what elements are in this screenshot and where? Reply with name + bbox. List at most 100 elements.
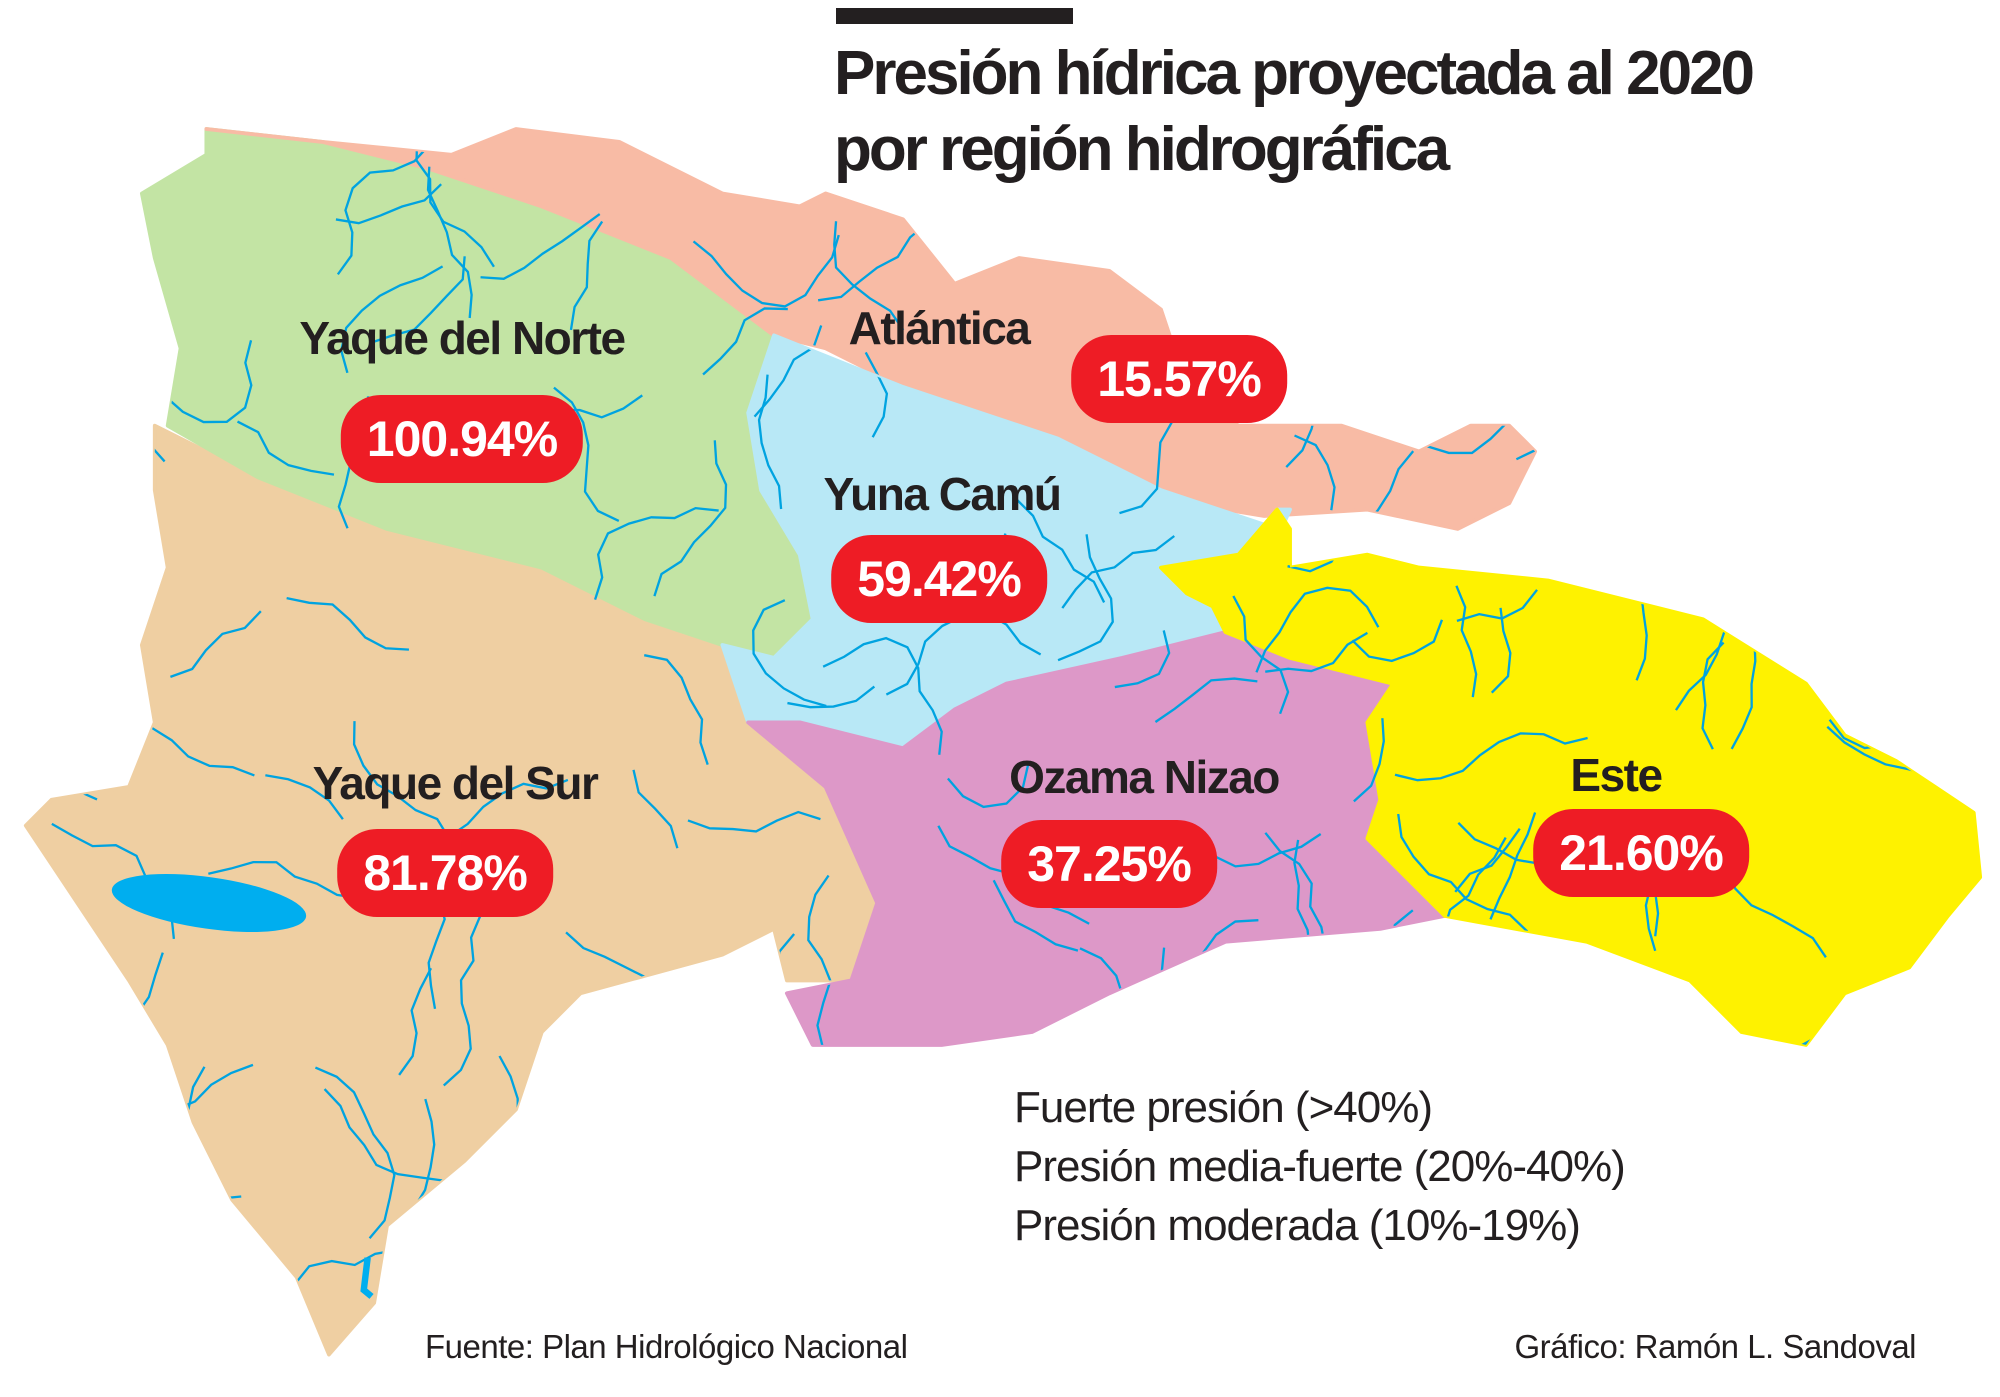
river bbox=[1566, 499, 1653, 596]
river bbox=[947, 764, 1030, 809]
river bbox=[1650, 360, 1733, 445]
river bbox=[170, 610, 262, 678]
river bbox=[360, 1257, 374, 1299]
river bbox=[48, 1099, 109, 1252]
legend-item: Fuerte presión (>40%) bbox=[1014, 1083, 1433, 1132]
river bbox=[643, 654, 709, 765]
river bbox=[1496, 266, 1575, 419]
river bbox=[236, 420, 335, 476]
river bbox=[1791, 367, 1924, 499]
river bbox=[1306, 236, 1376, 300]
river bbox=[1663, 447, 1695, 535]
river bbox=[1571, 188, 1627, 313]
river bbox=[448, 778, 569, 839]
region-label-atlantica: Atlántica bbox=[848, 302, 1031, 354]
river bbox=[1623, 482, 1650, 567]
river bbox=[1175, 988, 1356, 1013]
river bbox=[952, 1070, 1005, 1219]
river bbox=[992, 879, 1079, 952]
river bbox=[1933, 128, 1981, 209]
river bbox=[336, 128, 434, 276]
river bbox=[25, 1197, 40, 1288]
region-atlantica bbox=[204, 127, 1538, 531]
river bbox=[415, 137, 495, 268]
river bbox=[1455, 585, 1478, 698]
region-label-yuna-camu: Yuna Camú bbox=[823, 468, 1062, 520]
region-label-yaque-del-norte: Yaque del Norte bbox=[299, 312, 626, 364]
region-este bbox=[1159, 507, 1983, 1047]
river bbox=[653, 440, 728, 597]
river bbox=[632, 769, 679, 849]
river bbox=[553, 386, 620, 522]
river bbox=[822, 636, 943, 755]
map-title: Presión hídrica proyectada al 2020 por r… bbox=[834, 36, 1755, 188]
legend: Fuerte presión (>40%) Presión media-fuer… bbox=[1014, 1078, 1626, 1255]
river bbox=[1684, 289, 1812, 383]
value-badge-yaque-del-norte: 100.94% bbox=[340, 395, 584, 483]
river bbox=[25, 263, 112, 399]
river bbox=[1894, 1072, 1981, 1179]
region-label-este: Este bbox=[1570, 749, 1663, 801]
river bbox=[1862, 313, 1892, 513]
value-badge-atlantica: 15.57% bbox=[1071, 335, 1287, 423]
river bbox=[340, 265, 444, 374]
river bbox=[1294, 434, 1336, 511]
lake-enriquillo bbox=[111, 874, 307, 932]
value-badge-yuna-camu: 59.42% bbox=[831, 535, 1047, 623]
river bbox=[1196, 1261, 1303, 1355]
river bbox=[286, 597, 410, 651]
river bbox=[1154, 677, 1258, 723]
river bbox=[1384, 909, 1457, 1088]
river bbox=[626, 1073, 713, 1101]
river bbox=[208, 860, 361, 900]
source-credit: Fuente: Plan Hidrológico Nacional bbox=[425, 1328, 908, 1365]
river bbox=[687, 810, 821, 833]
river bbox=[1489, 812, 1537, 920]
river bbox=[1559, 226, 1593, 356]
river bbox=[1457, 821, 1540, 865]
river bbox=[1353, 718, 1385, 803]
river bbox=[1159, 1251, 1231, 1355]
river bbox=[426, 166, 473, 319]
river bbox=[1265, 631, 1368, 673]
river bbox=[752, 599, 827, 708]
river bbox=[757, 374, 783, 510]
river bbox=[1397, 813, 1540, 952]
river bbox=[1703, 1163, 1792, 1193]
river bbox=[1015, 498, 1106, 603]
river bbox=[1394, 732, 1588, 782]
river bbox=[1540, 205, 1655, 345]
river bbox=[864, 351, 889, 438]
river bbox=[1061, 535, 1175, 609]
river bbox=[1255, 586, 1380, 673]
river bbox=[480, 213, 601, 280]
value-badge-este: 21.60% bbox=[1533, 809, 1749, 897]
river bbox=[335, 183, 442, 225]
river bbox=[692, 234, 840, 308]
title-line-1: Presión hídrica proyectada al 2020 bbox=[834, 39, 1755, 108]
river bbox=[82, 680, 143, 750]
river bbox=[753, 325, 823, 418]
river bbox=[1802, 1035, 1876, 1122]
river bbox=[1614, 187, 1716, 363]
river bbox=[787, 685, 876, 709]
river bbox=[398, 967, 433, 1076]
river bbox=[1428, 322, 1503, 412]
river bbox=[1483, 325, 1564, 394]
river bbox=[1608, 1201, 1724, 1293]
river bbox=[314, 1066, 396, 1240]
river bbox=[46, 400, 92, 529]
river bbox=[1799, 1051, 1836, 1155]
river bbox=[702, 307, 788, 376]
river bbox=[265, 774, 344, 820]
river bbox=[1232, 595, 1290, 715]
river bbox=[151, 726, 255, 777]
river bbox=[1689, 1028, 1740, 1135]
region-label-yaque-del-sur: Yaque del Sur bbox=[312, 757, 599, 809]
river bbox=[833, 221, 905, 331]
river bbox=[1454, 828, 1521, 893]
river bbox=[807, 874, 832, 1049]
river bbox=[1321, 203, 1473, 264]
value-badge-yaque-del-sur: 81.78% bbox=[337, 829, 553, 917]
